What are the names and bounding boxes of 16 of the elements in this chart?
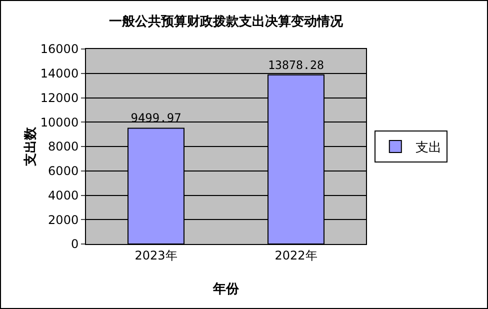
x-tick-label: 2022年	[274, 248, 318, 262]
x-tick-label: 2023年	[134, 248, 178, 262]
y-tick-label: 12000	[40, 90, 79, 105]
chart-title: 一般公共预算财政拨款支出决算变动情况	[109, 13, 344, 30]
y-tick-label: 14000	[40, 66, 79, 81]
y-tick-label: 8000	[48, 140, 79, 154]
y-tick-label: 16000	[40, 42, 79, 56]
y-tick-label: 4000	[48, 188, 79, 202]
y-tick-label: 10000	[40, 115, 79, 130]
y-tick-label: 2000	[48, 212, 79, 227]
data-label: 13878.28	[268, 58, 324, 72]
legend-label: 支出	[415, 140, 442, 156]
y-axis-title: 支出数	[23, 126, 38, 167]
y-tick-label: 0	[70, 237, 79, 252]
x-axis-title: 年份	[212, 282, 240, 297]
y-tick-label: 6000	[48, 164, 79, 178]
